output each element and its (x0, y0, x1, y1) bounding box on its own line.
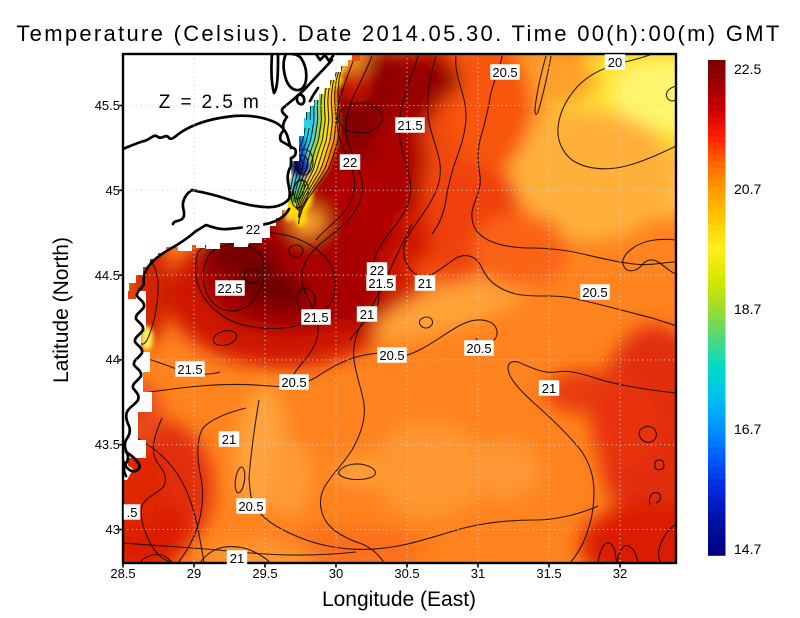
svg-text:22: 22 (343, 155, 357, 170)
svg-text:43: 43 (106, 522, 120, 537)
svg-text:30.5: 30.5 (394, 566, 419, 581)
svg-text:44.5: 44.5 (95, 268, 120, 283)
svg-text:16.7: 16.7 (734, 421, 761, 437)
svg-text:45.5: 45.5 (95, 98, 120, 113)
svg-text:28.5: 28.5 (110, 566, 135, 581)
svg-text:22: 22 (370, 263, 384, 278)
svg-text:.5: .5 (127, 505, 138, 520)
svg-text:20.5: 20.5 (492, 65, 517, 80)
svg-text:21.5: 21.5 (303, 310, 328, 325)
svg-text:31.5: 31.5 (536, 566, 561, 581)
svg-text:21: 21 (360, 307, 374, 322)
svg-text:31: 31 (471, 566, 485, 581)
svg-text:20.5: 20.5 (582, 285, 607, 300)
svg-text:Longitude (East): Longitude (East) (322, 588, 476, 611)
svg-text:21.5: 21.5 (397, 118, 422, 133)
svg-text:22: 22 (246, 222, 260, 237)
svg-text:Temperature (Celsius). Date 20: Temperature (Celsius). Date 2014.05.30. … (16, 21, 781, 46)
svg-text:44: 44 (106, 352, 120, 367)
svg-text:30: 30 (329, 566, 343, 581)
svg-text:18.7: 18.7 (734, 301, 761, 317)
svg-text:21: 21 (418, 276, 432, 291)
svg-text:32: 32 (613, 566, 627, 581)
svg-text:21.5: 21.5 (177, 362, 202, 377)
svg-text:20.7: 20.7 (734, 181, 761, 197)
svg-text:21: 21 (222, 432, 236, 447)
svg-text:29: 29 (187, 566, 201, 581)
svg-text:20: 20 (608, 55, 622, 70)
svg-text:20.5: 20.5 (379, 348, 404, 363)
svg-text:20.5: 20.5 (281, 375, 306, 390)
svg-text:21.5: 21.5 (368, 276, 393, 291)
svg-text:20.5: 20.5 (238, 499, 263, 514)
svg-text:21: 21 (230, 551, 244, 566)
svg-text:22.5: 22.5 (734, 61, 761, 77)
svg-text:Z = 2.5 m: Z = 2.5 m (159, 92, 261, 113)
svg-text:43.5: 43.5 (95, 437, 120, 452)
svg-text:21: 21 (542, 381, 556, 396)
svg-text:Latitude (North): Latitude (North) (50, 237, 73, 383)
svg-text:22.5: 22.5 (217, 281, 242, 296)
svg-text:29.5: 29.5 (252, 566, 277, 581)
svg-text:45: 45 (106, 183, 120, 198)
svg-text:20.5: 20.5 (466, 341, 491, 356)
svg-text:14.7: 14.7 (734, 541, 761, 557)
